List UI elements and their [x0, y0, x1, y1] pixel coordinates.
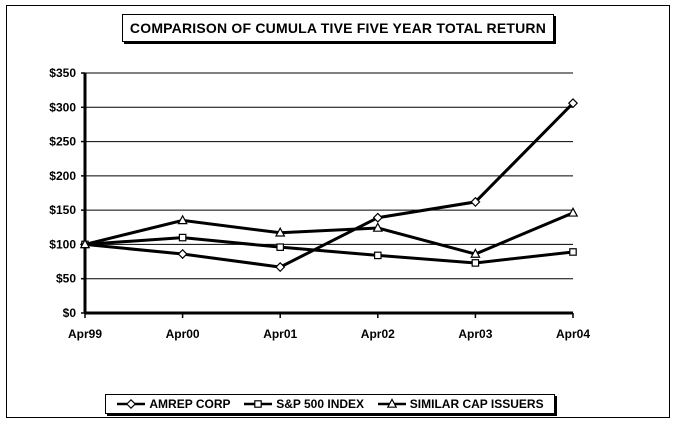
y-tick-label: $100 — [49, 237, 76, 251]
series-2 — [81, 233, 577, 267]
legend-diamond-point — [126, 398, 137, 410]
y-tick-label: $50 — [56, 272, 76, 286]
legend-square-point — [254, 400, 263, 408]
series-2-square-point — [374, 251, 382, 260]
series-3-triangle-point — [470, 248, 481, 258]
y-tick-label: $350 — [49, 66, 76, 80]
series-line — [84, 102, 575, 269]
series-1-diamond-point — [275, 262, 286, 273]
chart-title: COMPARISON OF CUMULA TIVE FIVE YEAR TOTA… — [122, 14, 554, 42]
chart-frame — [6, 5, 670, 418]
legend-label: S&P 500 INDEX — [276, 397, 365, 411]
y-tick-label: $0 — [63, 306, 77, 320]
x-tick-label: Apr99 — [68, 327, 102, 341]
legend-swatch — [244, 400, 273, 408]
series-3-triangle-point — [177, 214, 188, 225]
series-3-triangle-point — [372, 222, 384, 232]
y-tick-label: $200 — [49, 169, 76, 183]
series-layer — [79, 98, 579, 273]
series-2-square-point — [178, 233, 187, 242]
series-1-diamond-point — [567, 98, 579, 109]
legend-item: AMREP CORP — [116, 397, 230, 411]
x-tick-label: Apr02 — [361, 327, 395, 341]
x-tick-label: Apr00 — [166, 327, 200, 341]
y-tick-label: $300 — [49, 100, 76, 114]
series-2-square-point — [569, 248, 577, 256]
series-3-triangle-point — [79, 238, 91, 249]
series-3-triangle-point — [274, 226, 286, 237]
legend-triangle-point — [386, 398, 397, 408]
series-2-square-point — [471, 259, 480, 267]
x-tick-label: Apr01 — [263, 327, 297, 341]
legend-swatch — [377, 398, 406, 408]
tick-labels: $0 $50 $100 $150 $200 $250 $300 $350 Apr99 Apr00 A… — [49, 66, 590, 341]
series-1-diamond-point — [470, 196, 481, 207]
legend-label: SIMILAR CAP ISSUERS — [409, 397, 544, 411]
series-3 — [79, 207, 579, 258]
series-line — [84, 211, 574, 256]
x-tick-label: Apr04 — [556, 327, 590, 341]
series-1-diamond-point — [372, 212, 383, 223]
series-2-square-point — [276, 243, 285, 251]
series-line — [84, 236, 574, 265]
grid-lines — [85, 72, 573, 280]
series-1 — [79, 98, 579, 273]
legend-item: S&P 500 INDEX — [243, 397, 364, 411]
legend-item: SIMILAR CAP ISSUERS — [377, 397, 544, 411]
y-tick-label: $150 — [49, 203, 76, 217]
y-tick-label: $250 — [49, 135, 76, 149]
legend-label: AMREP CORP — [149, 397, 231, 411]
legend-swatch — [117, 398, 146, 410]
x-tick-label: Apr03 — [458, 327, 492, 341]
legend: AMREP CORP S&P 500 INDEX SIMILAR CAP ISSUE… — [105, 394, 555, 414]
series-3-triangle-point — [567, 207, 579, 217]
axes — [81, 72, 574, 318]
series-1-diamond-point — [177, 248, 188, 260]
